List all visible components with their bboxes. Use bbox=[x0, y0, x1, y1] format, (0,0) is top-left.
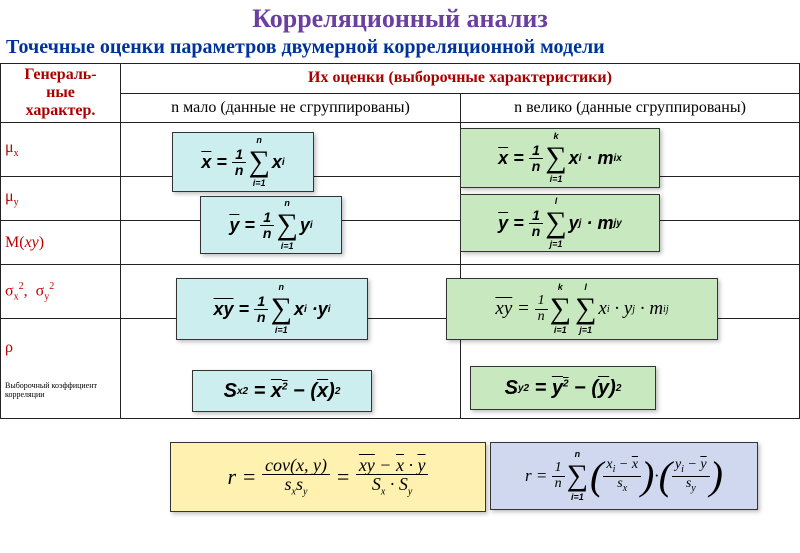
param-m-xy: M(xy) bbox=[1, 221, 121, 265]
param-mu-y: μy bbox=[1, 177, 121, 221]
col-header-estimates: Их оценки (выборочные характеристики) bbox=[121, 64, 800, 94]
param-sigma: σx2, σy2 bbox=[1, 265, 121, 319]
col-large-n: n велико (данные сгруппированы) bbox=[461, 93, 800, 123]
rho-note: Выборочный коэффициент корреляции bbox=[5, 381, 116, 399]
param-rho: ρ Выборочный коэффициент корреляции bbox=[1, 319, 121, 419]
formula-r-cov: r = cov(x, y) sxsy = xy − x · y Sx · Sy bbox=[170, 442, 486, 512]
formula-r-sum: r = 1n n∑i=1 ( xi − x sx ) · ( yi − y sy… bbox=[490, 442, 758, 510]
col-small-n: n мало (данные не сгруппированы) bbox=[121, 93, 461, 123]
formula-xybar-large: xy = 1n k∑i=1 l∑j=1 xi · yj · mij bbox=[446, 278, 718, 340]
page-title: Корреляционный анализ bbox=[0, 0, 800, 34]
formula-ybar-large: y = 1n l∑j=1 yj · mjy bbox=[460, 194, 660, 252]
formula-xbar-small: x = 1n n∑i=1 xi bbox=[172, 132, 314, 192]
formula-ybar-small: y = 1n n∑i=1 yi bbox=[200, 196, 342, 254]
param-mu-x: μx bbox=[1, 123, 121, 177]
params-table: Генераль- ные характер. Их оценки (выбор… bbox=[0, 63, 800, 419]
formula-sy2: Sy2 = y2 − (y)2 bbox=[470, 366, 656, 410]
formula-xbar-large: x = 1n k∑i=1 xi · mix bbox=[460, 128, 660, 188]
page-subtitle: Точечные оценки параметров двумерной кор… bbox=[0, 34, 800, 63]
formula-sx2: Sx2 = x2 − (x)2 bbox=[192, 370, 372, 412]
col-header-general: Генераль- ные характер. bbox=[1, 64, 121, 123]
formula-xybar-small: xy = 1n n∑i=1 xi ·yi bbox=[176, 278, 368, 340]
